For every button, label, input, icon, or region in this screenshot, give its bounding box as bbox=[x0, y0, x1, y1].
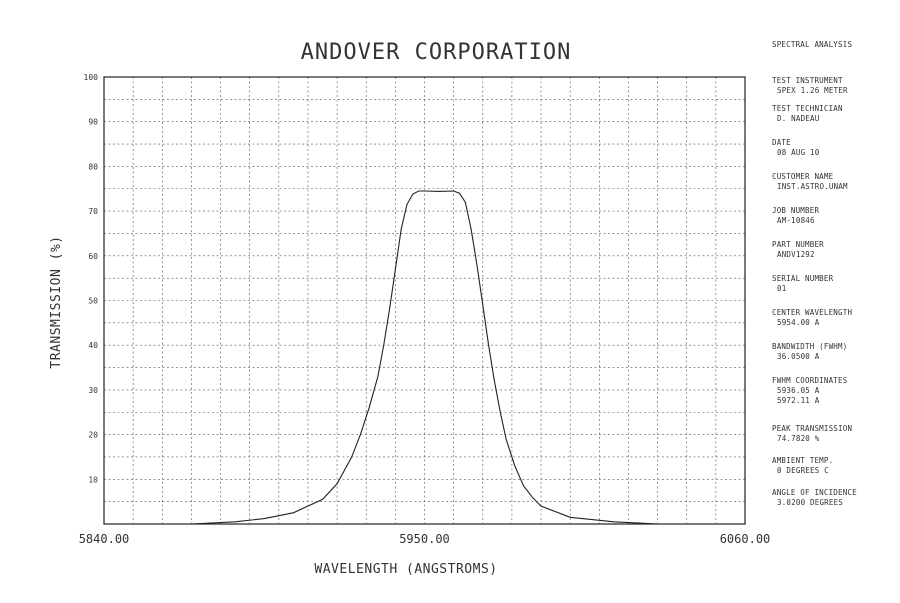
transmission-curve bbox=[104, 190, 745, 525]
panel-header: SPECTRAL ANALYSIS bbox=[772, 40, 853, 49]
panel-field-value: 5972.11 A bbox=[777, 396, 820, 405]
y-tick-label: 50 bbox=[88, 297, 98, 306]
panel-field-label: PEAK TRANSMISSION bbox=[772, 424, 853, 433]
y-axis-label: TRANSMISSION (%) bbox=[49, 235, 64, 368]
y-tick-label: 70 bbox=[88, 207, 98, 216]
x-tick-labels: 5840.00 5950.00 6060.00 bbox=[79, 532, 771, 546]
panel-field: PART NUMBER ANDV1292 bbox=[772, 240, 824, 260]
panel-field-value: SPEX 1.26 METER bbox=[777, 86, 848, 95]
panel-field-label: JOB NUMBER bbox=[772, 206, 820, 215]
panel-field: AMBIENT TEMP. 0 DEGREES C bbox=[772, 456, 833, 476]
plot-frame bbox=[103, 76, 746, 525]
y-tick-label: 90 bbox=[88, 118, 98, 127]
panel-field-label: TEST TECHNICIAN bbox=[772, 104, 843, 113]
y-tick-labels: 10 20 30 40 50 60 70 80 90 100 bbox=[84, 73, 99, 484]
panel-field: TEST TECHNICIAN D. NADEAU bbox=[772, 104, 843, 124]
y-tick-label: 80 bbox=[88, 162, 98, 171]
panel-field-value: D. NADEAU bbox=[777, 114, 820, 123]
panel-field-value: 36.0500 A bbox=[777, 352, 820, 361]
panel-field: SERIAL NUMBER 01 bbox=[772, 274, 833, 294]
panel-field-label: AMBIENT TEMP. bbox=[772, 456, 834, 465]
panel-field: DATE 08 AUG 10 bbox=[772, 138, 819, 158]
panel-field-value: ANDV1292 bbox=[777, 250, 815, 259]
y-tick-label: 40 bbox=[88, 341, 98, 350]
panel-field: FWHM COORDINATES 5936.05 A 5972.11 A bbox=[772, 376, 847, 406]
panel-field: CENTER WAVELENGTH 5954.00 A bbox=[772, 308, 852, 328]
grid bbox=[103, 76, 746, 525]
panel-field-value: INST.ASTRO.UNAM bbox=[777, 182, 848, 191]
panel-field: TEST INSTRUMENT SPEX 1.26 METER bbox=[772, 76, 848, 96]
panel-field: PEAK TRANSMISSION 74.7820 % bbox=[772, 424, 852, 444]
panel-field-label: BANDWIDTH (FWHM) bbox=[772, 342, 848, 351]
panel-field: BANDWIDTH (FWHM) 36.0500 A bbox=[772, 342, 847, 362]
panel-field-label: SERIAL NUMBER bbox=[772, 274, 834, 283]
panel-field: CUSTOMER NAME INST.ASTRO.UNAM bbox=[772, 172, 848, 192]
panel-field-label: CUSTOMER NAME bbox=[772, 172, 834, 181]
x-tick-label: 5840.00 bbox=[79, 532, 130, 546]
panel-field-label: ANGLE OF INCIDENCE bbox=[772, 488, 857, 497]
y-tick-label: 20 bbox=[88, 431, 98, 440]
panel-field-value: 08 AUG 10 bbox=[777, 148, 820, 157]
panel-field-value: 5936.05 A bbox=[777, 386, 820, 395]
y-tick-label: 60 bbox=[88, 252, 98, 261]
y-tick-label: 10 bbox=[88, 475, 98, 484]
panel-field: ANGLE OF INCIDENCE 3.0200 DEGREES bbox=[772, 488, 857, 508]
panel-field-label: CENTER WAVELENGTH bbox=[772, 308, 853, 317]
panel-field-value: 5954.00 A bbox=[777, 318, 820, 327]
chart-title: ANDOVER CORPORATION bbox=[301, 40, 572, 65]
panel-field-value: 3.0200 DEGREES bbox=[777, 498, 844, 507]
panel-field-label: PART NUMBER bbox=[772, 240, 824, 249]
y-tick-label: 30 bbox=[88, 386, 98, 395]
x-axis-label: WAVELENGTH (ANGSTROMS) bbox=[314, 562, 497, 577]
panel-field-label: DATE bbox=[772, 138, 791, 147]
panel-field-value: 01 bbox=[777, 284, 787, 293]
panel-field-label: FWHM COORDINATES bbox=[772, 376, 848, 385]
x-tick-label: 6060.00 bbox=[720, 532, 771, 546]
panel-field-label: TEST INSTRUMENT bbox=[772, 76, 843, 85]
x-tick-label: 5950.00 bbox=[399, 532, 450, 546]
panel-field-value: 74.7820 % bbox=[777, 434, 820, 443]
panel-field-value: 0 DEGREES C bbox=[777, 466, 829, 475]
y-tick-label: 100 bbox=[84, 73, 99, 82]
panel-field: JOB NUMBER AM-10846 bbox=[772, 206, 819, 226]
panel-field-value: AM-10846 bbox=[777, 216, 815, 225]
